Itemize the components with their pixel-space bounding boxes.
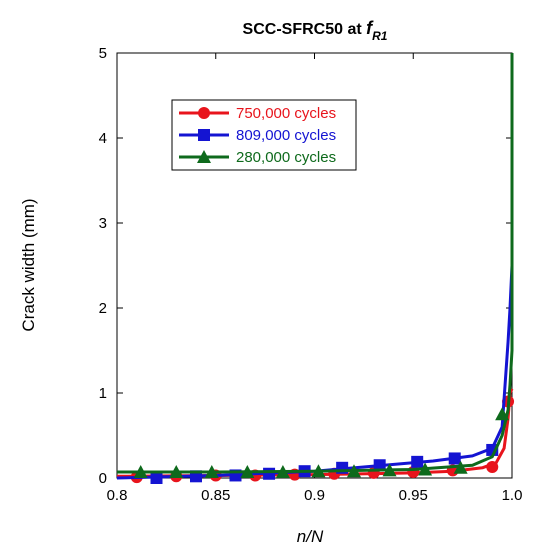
- series-marker: [453, 460, 468, 474]
- title-text: SCC-SFRC50 at: [243, 21, 367, 38]
- series-marker: [275, 465, 290, 479]
- legend-label: 750,000 cycles: [236, 105, 336, 122]
- legend-item: 280,000 cycles: [179, 149, 336, 166]
- series-marker: [495, 407, 510, 421]
- series-marker: [133, 465, 148, 479]
- x-tick-label: 0.8: [107, 487, 128, 504]
- legend-item: 809,000 cycles: [179, 127, 336, 144]
- y-tick-label: 3: [99, 215, 107, 232]
- legend: 750,000 cycles 809,000 cycles 280,000 cycl…: [171, 99, 357, 171]
- y-tick-label: 2: [99, 300, 107, 317]
- legend-swatch-marker: [198, 129, 210, 141]
- series-marker: [382, 463, 397, 477]
- x-tick-label: 0.95: [399, 487, 428, 504]
- legend-label: 809,000 cycles: [236, 127, 336, 144]
- x-tick-label: 0.85: [201, 487, 230, 504]
- legend-swatch-marker: [197, 150, 211, 163]
- x-axis-label: n/N: [297, 527, 324, 546]
- series-marker: [169, 465, 184, 479]
- series-marker: [263, 467, 276, 480]
- series-marker: [204, 465, 219, 479]
- series-marker: [150, 472, 163, 484]
- title-subscript: R1: [372, 29, 388, 43]
- y-tick-label: 5: [99, 45, 107, 62]
- series-marker: [347, 464, 361, 478]
- series-marker: [411, 455, 424, 468]
- legend-swatch-marker: [198, 107, 210, 119]
- x-tick-label: 1.0: [502, 487, 523, 504]
- series-marker: [373, 459, 386, 472]
- series-3: [117, 53, 514, 479]
- y-tick-label: 0: [99, 470, 107, 487]
- series-marker: [418, 462, 433, 476]
- series-marker: [240, 465, 255, 479]
- title-symbol: f: [366, 18, 374, 38]
- legend-label: 280,000 cycles: [236, 149, 336, 166]
- y-axis-label: Crack width (mm): [19, 198, 38, 331]
- y-tick-label: 1: [99, 385, 107, 402]
- series-marker: [311, 464, 326, 478]
- x-axis: 0.8 0.85 0.9 0.95 1.0: [107, 53, 523, 504]
- x-tick-label: 0.9: [304, 487, 325, 504]
- series-layer: [116, 53, 515, 484]
- series-line: [116, 265, 514, 480]
- legend-item: 750,000 cycles: [179, 105, 336, 122]
- series-marker: [448, 452, 461, 465]
- series-marker: [486, 460, 499, 473]
- series-2: [116, 265, 514, 484]
- y-tick-label: 4: [99, 130, 107, 147]
- chart-title: SCC-SFRC50 at fR1: [243, 18, 388, 43]
